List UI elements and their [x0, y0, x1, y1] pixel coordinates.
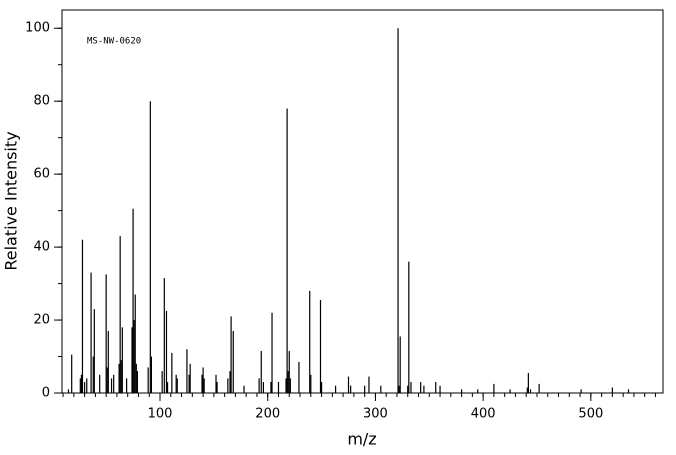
x-tick-label: 100	[148, 407, 173, 422]
y-tick-label: 40	[33, 240, 50, 255]
y-tick-label: 80	[33, 94, 50, 109]
annotation: MS-NW-0620	[87, 37, 141, 47]
plot-frame	[61, 9, 664, 394]
x-tick-label: 500	[578, 407, 603, 422]
x-tick-label: 400	[471, 407, 496, 422]
x-tick-label: 200	[255, 407, 280, 422]
y-tick-label: 20	[33, 313, 50, 328]
x-axis-label: m/z	[347, 430, 376, 449]
y-tick-label: 60	[33, 167, 50, 182]
y-axis-label: Relative Intensity	[2, 131, 21, 270]
y-tick-label: 100	[25, 21, 50, 36]
y-tick-label: 0	[42, 386, 50, 401]
x-tick-label: 300	[363, 407, 388, 422]
